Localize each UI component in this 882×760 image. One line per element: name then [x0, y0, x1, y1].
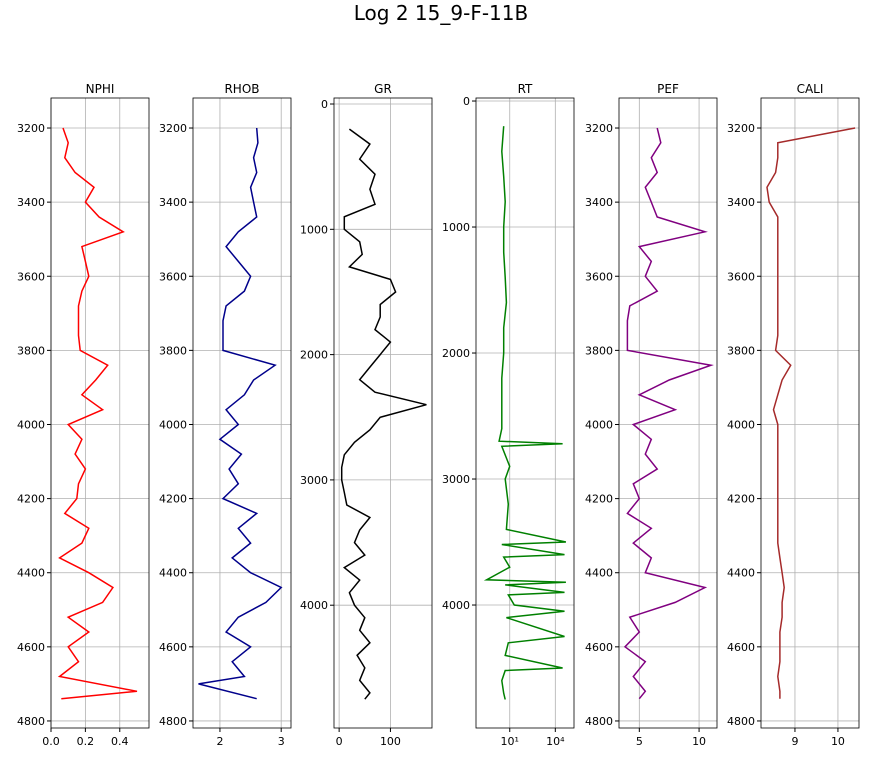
- y-tick-label: 4400: [17, 567, 45, 580]
- y-tick-label: 3000: [300, 474, 328, 487]
- y-tick-label: 4400: [159, 567, 187, 580]
- y-tick-label: 4800: [727, 715, 755, 728]
- y-tick-label: 3400: [585, 196, 613, 209]
- y-tick-label: 4400: [585, 567, 613, 580]
- log-curve: [340, 128, 427, 700]
- log-curve: [623, 127, 714, 700]
- y-tick-label: 4800: [585, 715, 613, 728]
- y-tick-label: 4600: [585, 641, 613, 654]
- y-tick-label: 3200: [585, 122, 613, 135]
- x-tick-label: 2: [216, 735, 223, 748]
- x-tick-label: 0.4: [111, 735, 129, 748]
- log-curve: [198, 127, 283, 700]
- y-tick-label: 4000: [300, 599, 328, 612]
- x-tick-label: 10: [692, 735, 706, 748]
- y-tick-label: 3600: [17, 270, 45, 283]
- y-tick-label: 3200: [17, 122, 45, 135]
- y-tick-label: 4800: [159, 715, 187, 728]
- panel-title: RT: [518, 82, 533, 96]
- y-tick-label: 3800: [159, 344, 187, 357]
- y-tick-label: 4200: [159, 493, 187, 506]
- y-tick-label: 3200: [159, 122, 187, 135]
- y-tick-label: 4000: [159, 418, 187, 431]
- panel-frame: [50, 97, 150, 729]
- y-tick-label: 3600: [727, 270, 755, 283]
- x-tick-label: 0: [336, 735, 343, 748]
- y-tick-label: 1000: [442, 221, 470, 234]
- y-tick-label: 4000: [585, 418, 613, 431]
- y-tick-label: 3400: [17, 196, 45, 209]
- x-tick-label: 5: [636, 735, 643, 748]
- y-tick-label: 4000: [727, 418, 755, 431]
- log-curve: [57, 127, 138, 700]
- y-tick-label: 3800: [727, 344, 755, 357]
- panel-frame: [618, 97, 718, 729]
- y-tick-label: 3600: [585, 270, 613, 283]
- panel-title: GR: [374, 82, 392, 96]
- y-tick-label: 4200: [585, 493, 613, 506]
- x-tick-label: 3: [278, 735, 285, 748]
- y-tick-label: 2000: [300, 349, 328, 362]
- panel-title: CALI: [797, 82, 824, 96]
- y-tick-label: 4000: [17, 418, 45, 431]
- panel-title: NPHI: [86, 82, 115, 96]
- x-tick-label: 0.2: [77, 735, 95, 748]
- y-tick-label: 1000: [300, 223, 328, 236]
- y-tick-label: 3600: [159, 270, 187, 283]
- y-tick-label: 4200: [727, 493, 755, 506]
- y-tick-label: 3200: [727, 122, 755, 135]
- y-tick-label: 0: [463, 95, 470, 108]
- y-tick-label: 4400: [727, 567, 755, 580]
- x-tick-label: 100: [380, 735, 401, 748]
- panel-frame: [333, 97, 433, 729]
- panel-title: RHOB: [224, 82, 259, 96]
- figure-title: Log 2 15_9-F-11B: [354, 1, 528, 25]
- y-tick-label: 3400: [727, 196, 755, 209]
- x-tick-label: 10: [831, 735, 845, 748]
- y-tick-label: 3000: [442, 473, 470, 486]
- y-tick-label: 4600: [727, 641, 755, 654]
- y-tick-label: 3400: [159, 196, 187, 209]
- y-tick-label: 0: [321, 98, 328, 111]
- panel-title: PEF: [657, 82, 679, 96]
- x-tick-label: 0.0: [42, 735, 60, 748]
- x-tick-label: 9: [791, 735, 798, 748]
- y-tick-label: 4600: [17, 641, 45, 654]
- log-curve: [483, 126, 567, 700]
- x-tick-label: 10⁴: [546, 735, 565, 748]
- panel-frame: [475, 97, 575, 729]
- y-tick-label: 4800: [17, 715, 45, 728]
- y-tick-label: 2000: [442, 347, 470, 360]
- panel-frame: [192, 97, 292, 729]
- y-tick-label: 3800: [585, 344, 613, 357]
- panel-frame: [760, 97, 860, 729]
- log-curve: [766, 127, 856, 699]
- x-tick-label: 10¹: [501, 735, 519, 748]
- y-tick-label: 3800: [17, 344, 45, 357]
- y-tick-label: 4600: [159, 641, 187, 654]
- y-tick-label: 4200: [17, 493, 45, 506]
- y-tick-label: 4000: [442, 599, 470, 612]
